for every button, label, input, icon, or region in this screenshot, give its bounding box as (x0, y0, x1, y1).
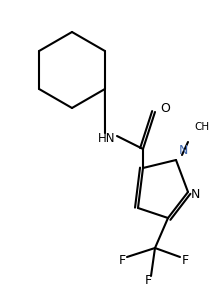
Text: O: O (160, 101, 170, 115)
Text: F: F (119, 253, 126, 267)
Text: F: F (181, 253, 189, 267)
Text: CH₃: CH₃ (194, 122, 209, 132)
Text: N: N (191, 188, 200, 200)
Text: N: N (179, 144, 188, 157)
Text: F: F (144, 273, 152, 287)
Text: HN: HN (98, 132, 116, 144)
